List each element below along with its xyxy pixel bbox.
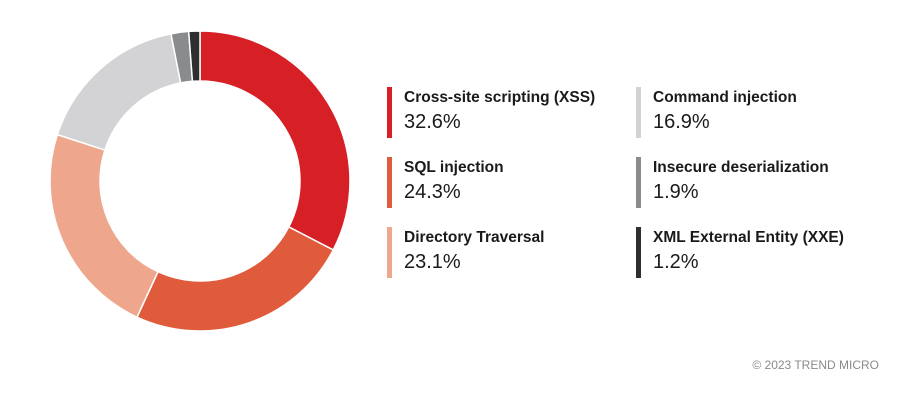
legend-item-sql-injection: SQL injection 24.3% [387, 157, 504, 211]
donut-slice-xml-external-entity-xxe [187, 30, 201, 83]
legend-value: 24.3% [404, 181, 461, 203]
legend-value: 32.6% [404, 111, 461, 133]
legend-item-command-injection: Command injection 16.9% [636, 87, 797, 141]
legend-label: Cross-site scripting (XSS) [404, 89, 596, 106]
legend-item-insecure-deserialization: Insecure deserialization 1.9% [636, 157, 829, 211]
donut-slice-cross-site-scripting-xss [199, 30, 351, 251]
legend-label: SQL injection [404, 159, 504, 176]
legend-label: Directory Traversal [404, 229, 545, 246]
donut-slice-command-injection [56, 32, 182, 152]
legend-item-xml-external-entity-xxe: XML External Entity (XXE) 1.2% [636, 227, 844, 281]
legend-value: 1.2% [653, 251, 699, 273]
legend-value: 16.9% [653, 111, 710, 133]
legend-item-cross-site-scripting-xss: Cross-site scripting (XSS) 32.6% [387, 87, 595, 141]
donut-chart [49, 30, 351, 332]
legend-label: XML External Entity (XXE) [653, 229, 844, 246]
legend-swatch [387, 157, 392, 208]
donut-slice-sql-injection [135, 225, 335, 332]
legend-label: Command injection [653, 89, 797, 106]
legend-value: 23.1% [404, 251, 461, 273]
legend-swatch [636, 87, 641, 138]
legend-item-directory-traversal: Directory Traversal 23.1% [387, 227, 544, 281]
legend-swatch [387, 87, 392, 138]
legend-swatch [636, 227, 641, 278]
legend-value: 1.9% [653, 181, 699, 203]
copyright-text: © 2023 TREND MICRO [752, 358, 879, 372]
donut-slice-directory-traversal [49, 133, 159, 319]
legend-swatch [387, 227, 392, 278]
legend-label: Insecure deserialization [653, 159, 829, 176]
legend-swatch [636, 157, 641, 208]
